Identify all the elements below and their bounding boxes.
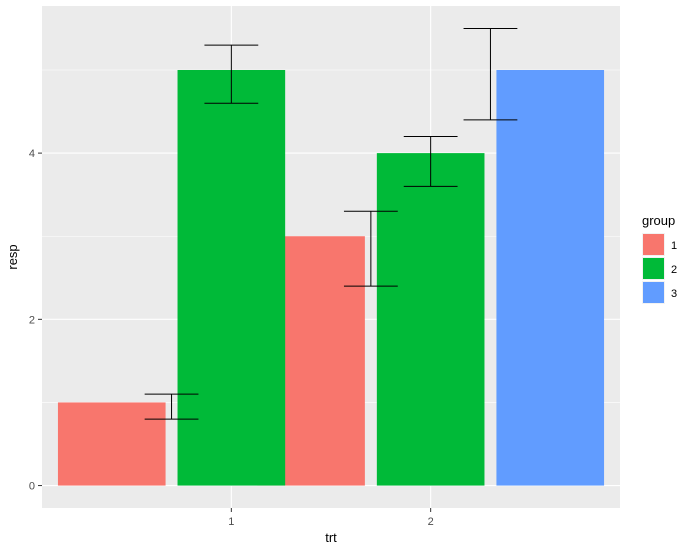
y-tick-label: 2 [29, 314, 35, 326]
errorbar [403, 135, 458, 187]
errorbar [343, 210, 398, 287]
errorbar [463, 27, 518, 121]
bar-group-1-trt-1 [57, 402, 166, 486]
y-tick-label: 4 [29, 148, 35, 160]
legend-key-3 [643, 282, 664, 303]
legend-key-1 [643, 234, 664, 255]
bars [57, 69, 605, 486]
errorbar [204, 44, 259, 104]
y-tick-label: 0 [29, 481, 35, 493]
bar-group-2-trt-1 [177, 69, 286, 486]
legend-key-2 [643, 258, 664, 279]
errorbars [144, 27, 518, 420]
legend-label-3: 3 [671, 288, 677, 300]
legend-label-2: 2 [671, 264, 677, 276]
y-axis-ticks: 0 2 4 [29, 148, 42, 493]
x-tick-label: 1 [228, 516, 234, 528]
legend-label-1: 1 [671, 240, 677, 252]
errorbar [144, 393, 199, 420]
bar-group-3-trt-2 [496, 69, 605, 486]
x-axis-title: trt [325, 530, 337, 545]
x-tick-label: 2 [428, 516, 434, 528]
legend-title: group [642, 213, 675, 228]
y-axis-title: resp [5, 244, 20, 269]
bar-group-2-trt-2 [376, 153, 485, 486]
legend: group 1 2 3 [642, 213, 677, 304]
